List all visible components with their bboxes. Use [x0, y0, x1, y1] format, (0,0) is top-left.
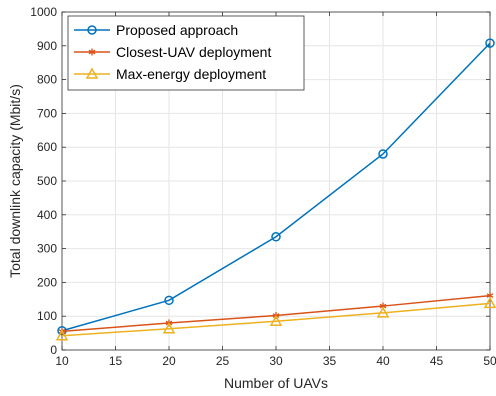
y-tick-label: 500: [37, 174, 57, 188]
x-tick-label: 40: [376, 354, 390, 368]
y-axis-label: Total downlink capacity (Mbit/s): [7, 84, 23, 278]
x-tick-label: 45: [430, 354, 444, 368]
y-tick-label: 1000: [30, 5, 57, 19]
y-tick-label: 0: [50, 343, 57, 357]
x-tick-label: 25: [216, 354, 230, 368]
data-point-series-0: [271, 232, 281, 242]
tick-labels: 10 15 20 25 30 35 40 45 500100200300400500600700…: [30, 5, 496, 368]
y-tick-label: 600: [37, 140, 57, 154]
data-point-series-2: [376, 306, 390, 318]
data-point-series-0: [164, 295, 174, 306]
y-tick-label: 400: [37, 208, 57, 222]
legend-label-0: Proposed approach: [116, 22, 238, 38]
y-tick-label: 300: [37, 242, 57, 256]
axes: [61, 11, 491, 351]
data-point-series-2: [162, 322, 176, 334]
x-tick-label: 30: [269, 354, 283, 368]
legend: Proposed approach Closest-UAV deployment M…: [67, 15, 305, 91]
x-tick-label: 10: [55, 354, 69, 368]
y-tick-label: 900: [37, 39, 57, 53]
data-point-series-0: [485, 38, 495, 48]
legend-marker-2: [85, 67, 99, 79]
data-point-series-2: [55, 329, 69, 341]
x-tick-label: 15: [109, 354, 123, 368]
data-point-series-1-stroke: [486, 293, 494, 298]
x-tick-label: 20: [162, 354, 176, 368]
legend-marker-1-stroke: [88, 49, 96, 55]
data-point-series-2: [269, 314, 283, 327]
x-axis-label: Number of UAVs: [224, 375, 328, 391]
legend-label-2: Max-energy deployment: [116, 66, 266, 82]
y-tick-label: 100: [37, 309, 57, 323]
x-tick-label: 35: [323, 354, 337, 368]
y-tick-label: 800: [37, 73, 57, 87]
data-point-series-2: [483, 296, 496, 309]
legend-marker-0: [87, 25, 97, 35]
series-line-0: [61, 42, 491, 332]
y-tick-label: 700: [37, 106, 57, 120]
y-tick-label: 200: [37, 275, 57, 289]
legend-marker-1: [88, 48, 96, 56]
data-point-series-1-stroke: [379, 303, 387, 309]
x-tick-label: 50: [483, 354, 496, 368]
data-series: [55, 38, 496, 341]
legend-box: [67, 15, 305, 91]
legend-label-1: Closest-UAV deployment: [116, 44, 271, 60]
series-line-2: [61, 302, 491, 337]
data-point-series-0: [378, 149, 388, 159]
